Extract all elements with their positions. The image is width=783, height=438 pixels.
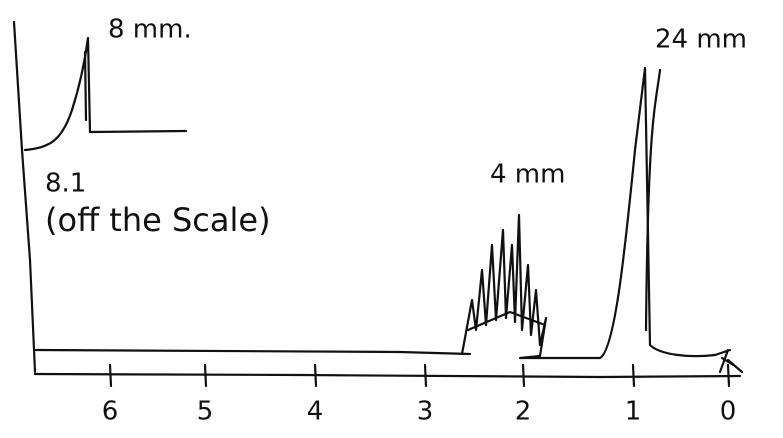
tick-label: 0 (720, 397, 737, 427)
tick-label: 6 (102, 397, 119, 427)
tall-peak (598, 66, 717, 360)
tick-mark (313, 363, 318, 388)
inset-note: (off the Scale) (45, 201, 271, 239)
tick-mark (423, 363, 428, 388)
baseline (34, 348, 472, 356)
tick-mark (108, 363, 113, 388)
inset-shift: 8.1 (45, 169, 86, 199)
inset-height: 8 mm. (108, 15, 192, 45)
tick-mark (631, 363, 636, 388)
inset-peak-line (83, 50, 88, 122)
tick-mark (203, 363, 208, 388)
tick-label: 4 (307, 397, 324, 427)
tick-label: 2 (515, 397, 532, 427)
tall-peak-line (644, 68, 662, 332)
multiplet-height: 4 mm (490, 160, 565, 190)
left-edge (12, 20, 37, 374)
inset-peak (23, 36, 188, 152)
tick-label: 3 (417, 397, 434, 427)
tick-mark (726, 363, 731, 388)
tick-label: 1 (625, 397, 642, 427)
tall-peak-height: 24 mm (655, 25, 747, 55)
tick-mark (521, 363, 526, 388)
multiplet (460, 213, 602, 360)
tms-mark (713, 348, 744, 374)
multiplet-envelope (466, 310, 547, 332)
tick-label: 5 (197, 397, 214, 427)
ticks: 6 5 4 3 2 1 0 (102, 363, 737, 427)
x-axis (33, 372, 742, 379)
